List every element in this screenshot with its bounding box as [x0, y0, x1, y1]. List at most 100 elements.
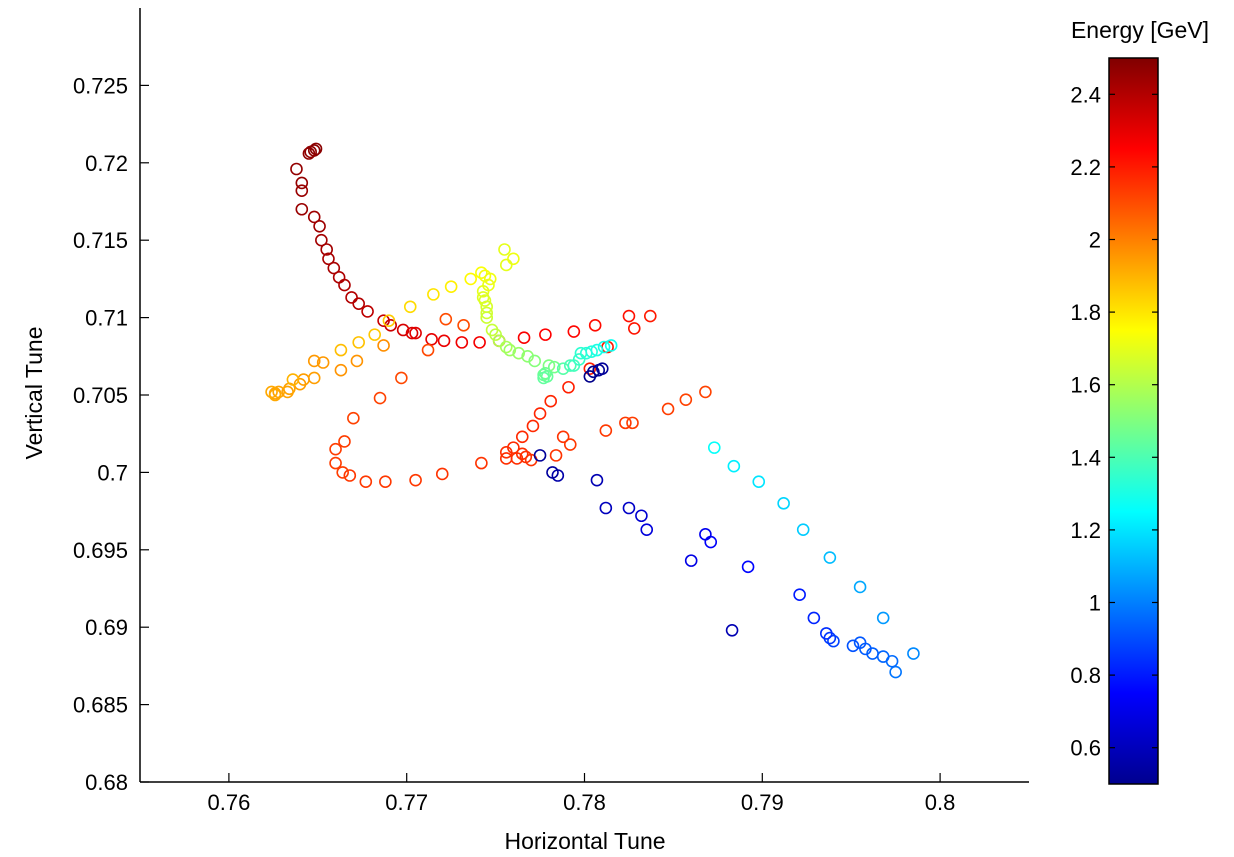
y-tick-labels: 0.68 0.685 0.69 0.695 0.7 0.705 0.71 0.715 0.72 0…: [73, 73, 149, 795]
data-point: [699, 385, 712, 399]
data-point: [473, 336, 486, 349]
data-point: [395, 371, 408, 385]
data-point: [338, 278, 351, 292]
data-point: [295, 184, 309, 197]
data-point: [350, 354, 364, 368]
data-point: [567, 325, 581, 338]
data-point: [444, 280, 458, 293]
colorbar-tick-label: 2.2: [1070, 155, 1101, 180]
data-point: [595, 362, 609, 375]
data-point: [599, 424, 613, 437]
data-point: [590, 343, 604, 357]
data-point: [315, 233, 328, 247]
data-point: [556, 430, 570, 444]
data-point: [539, 328, 552, 341]
data-point: [699, 528, 712, 541]
data-point: [507, 252, 520, 266]
data-point: [265, 385, 278, 399]
y-tick-label: 0.71: [85, 306, 128, 331]
data-point: [907, 647, 920, 660]
data-point: [876, 650, 890, 663]
data-point: [377, 339, 390, 352]
data-point: [396, 323, 410, 337]
data-point: [590, 473, 604, 487]
data-point: [361, 305, 374, 318]
x-tick-label: 0.76: [207, 790, 250, 815]
data-point: [373, 391, 387, 405]
colorbar-tick-label: 2: [1089, 228, 1101, 253]
data-point: [546, 466, 559, 479]
data-point: [268, 388, 282, 402]
data-point: [368, 328, 381, 341]
data-point: [853, 580, 867, 594]
data-point: [336, 466, 349, 479]
data-point: [405, 326, 419, 340]
data-point: [313, 219, 326, 233]
data-point: [425, 332, 438, 346]
data-point: [304, 145, 317, 159]
data-point: [409, 326, 422, 340]
data-point: [480, 306, 494, 320]
data-point: [489, 328, 502, 341]
y-tick-label: 0.705: [73, 383, 128, 408]
data-point: [544, 394, 558, 408]
data-point: [684, 554, 698, 567]
data-point: [475, 456, 488, 470]
data-point: [421, 343, 435, 357]
y-tick-label: 0.685: [73, 693, 128, 718]
x-tick-label: 0.78: [563, 790, 606, 815]
colorbar-tick-label: 1.2: [1070, 518, 1101, 543]
data-point: [528, 354, 542, 368]
data-point: [640, 523, 654, 536]
data-point: [334, 363, 348, 377]
data-point: [533, 407, 547, 420]
colorbar-label: Energy [GeV]: [1071, 17, 1209, 43]
data-point: [533, 449, 547, 462]
data-point: [302, 147, 316, 160]
y-tick-label: 0.72: [85, 151, 128, 176]
data-point: [327, 261, 341, 275]
data-point: [359, 475, 373, 488]
data-point: [464, 272, 478, 286]
colorbar-tick-label: 1.4: [1070, 445, 1101, 470]
data-point: [320, 243, 333, 256]
y-tick-label: 0.68: [85, 770, 128, 795]
data-point: [741, 560, 755, 574]
data-point: [777, 497, 790, 510]
data-point: [820, 627, 833, 640]
data-point: [403, 300, 417, 314]
data-point: [338, 435, 351, 448]
data-point: [562, 380, 575, 394]
data-point: [727, 459, 741, 473]
data-point: [499, 340, 513, 354]
data-point: [475, 266, 488, 280]
data-point: [572, 353, 586, 366]
data-point: [622, 501, 636, 515]
data-point: [512, 346, 526, 360]
colorbar-tick-label: 1.8: [1070, 300, 1101, 325]
y-tick-label: 0.695: [73, 538, 128, 563]
data-point: [334, 343, 348, 357]
data-point: [295, 202, 309, 216]
data-point: [316, 356, 330, 369]
x-tick-label: 0.77: [385, 790, 428, 815]
data-point: [752, 475, 766, 488]
data-point: [823, 551, 837, 564]
data-point: [439, 312, 453, 326]
colorbar-gradient: [1108, 57, 1159, 785]
data-point: [427, 288, 440, 301]
data-point: [343, 469, 357, 482]
data-point: [627, 322, 641, 335]
data-point: [807, 611, 821, 625]
data-point: [563, 359, 577, 372]
x-tick-labels: 0.76 0.77 0.78 0.79 0.8: [207, 773, 955, 815]
data-point: [619, 416, 632, 430]
data-point: [597, 340, 611, 354]
data-point: [793, 588, 806, 601]
data-point: [604, 339, 618, 352]
data-point: [476, 284, 490, 298]
data-point: [537, 371, 550, 385]
colorbar-ticks: 0.6 0.8 1 1.2 1.4 1.6 1.8 2 2.2 2.4: [1070, 82, 1158, 761]
data-point: [626, 416, 639, 430]
